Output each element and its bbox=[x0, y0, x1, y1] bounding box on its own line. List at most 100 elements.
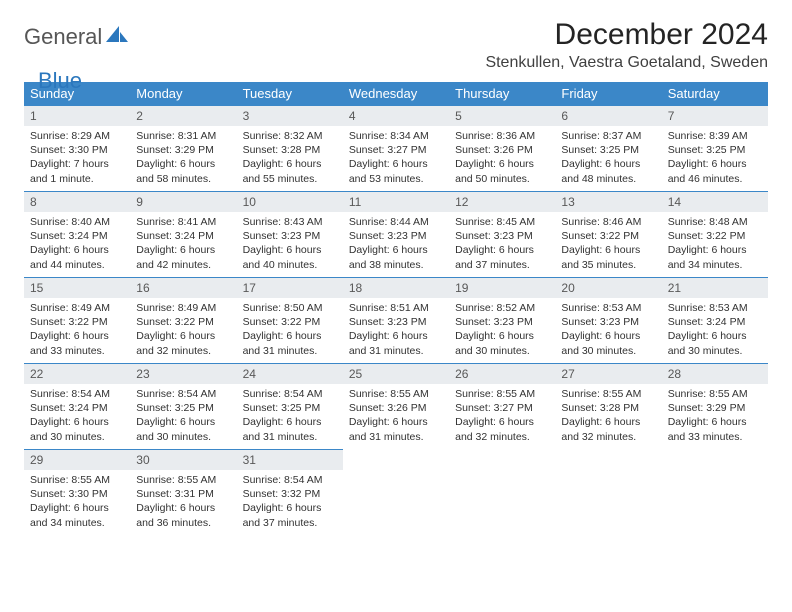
day-number: 27 bbox=[555, 364, 661, 384]
sunrise-line: Sunrise: 8:51 AM bbox=[349, 301, 443, 315]
day-number: 2 bbox=[130, 106, 236, 126]
day-content: Sunrise: 8:45 AMSunset: 3:23 PMDaylight:… bbox=[449, 212, 555, 276]
week-row: 22Sunrise: 8:54 AMSunset: 3:24 PMDayligh… bbox=[24, 364, 768, 450]
daylight-line: Daylight: 6 hours and 32 minutes. bbox=[561, 415, 655, 443]
day-cell: 3Sunrise: 8:32 AMSunset: 3:28 PMDaylight… bbox=[237, 106, 343, 192]
day-number: 4 bbox=[343, 106, 449, 126]
sunset-line: Sunset: 3:23 PM bbox=[561, 315, 655, 329]
day-content: Sunrise: 8:43 AMSunset: 3:23 PMDaylight:… bbox=[237, 212, 343, 276]
header: General December 2024 Stenkullen, Vaestr… bbox=[24, 18, 768, 72]
daylight-line: Daylight: 6 hours and 53 minutes. bbox=[349, 157, 443, 185]
sunset-line: Sunset: 3:24 PM bbox=[136, 229, 230, 243]
day-content: Sunrise: 8:51 AMSunset: 3:23 PMDaylight:… bbox=[343, 298, 449, 362]
day-number: 22 bbox=[24, 364, 130, 384]
day-number: 9 bbox=[130, 192, 236, 212]
sunrise-line: Sunrise: 8:55 AM bbox=[455, 387, 549, 401]
daylight-line: Daylight: 6 hours and 33 minutes. bbox=[30, 329, 124, 357]
sunset-line: Sunset: 3:31 PM bbox=[136, 487, 230, 501]
daylight-line: Daylight: 6 hours and 33 minutes. bbox=[668, 415, 762, 443]
sunset-line: Sunset: 3:25 PM bbox=[136, 401, 230, 415]
daylight-line: Daylight: 6 hours and 35 minutes. bbox=[561, 243, 655, 271]
sunset-line: Sunset: 3:25 PM bbox=[561, 143, 655, 157]
sunset-line: Sunset: 3:29 PM bbox=[668, 401, 762, 415]
day-cell: 8Sunrise: 8:40 AMSunset: 3:24 PMDaylight… bbox=[24, 192, 130, 278]
day-content: Sunrise: 8:53 AMSunset: 3:24 PMDaylight:… bbox=[662, 298, 768, 362]
daylight-line: Daylight: 6 hours and 37 minutes. bbox=[455, 243, 549, 271]
sunrise-line: Sunrise: 8:49 AM bbox=[30, 301, 124, 315]
daylight-line: Daylight: 6 hours and 42 minutes. bbox=[136, 243, 230, 271]
sunrise-line: Sunrise: 8:48 AM bbox=[668, 215, 762, 229]
day-content: Sunrise: 8:54 AMSunset: 3:24 PMDaylight:… bbox=[24, 384, 130, 448]
day-number: 26 bbox=[449, 364, 555, 384]
day-content: Sunrise: 8:32 AMSunset: 3:28 PMDaylight:… bbox=[237, 126, 343, 190]
sunset-line: Sunset: 3:24 PM bbox=[30, 229, 124, 243]
sunrise-line: Sunrise: 8:54 AM bbox=[30, 387, 124, 401]
day-content: Sunrise: 8:34 AMSunset: 3:27 PMDaylight:… bbox=[343, 126, 449, 190]
col-saturday: Saturday bbox=[662, 82, 768, 106]
day-cell: 17Sunrise: 8:50 AMSunset: 3:22 PMDayligh… bbox=[237, 278, 343, 364]
day-cell: 12Sunrise: 8:45 AMSunset: 3:23 PMDayligh… bbox=[449, 192, 555, 278]
day-cell: 26 Sunrise: 8:55 AMSunset: 3:27 PMDayligh… bbox=[449, 364, 555, 450]
daylight-line: Daylight: 6 hours and 40 minutes. bbox=[243, 243, 337, 271]
day-cell: 23Sunrise: 8:54 AMSunset: 3:25 PMDayligh… bbox=[130, 364, 236, 450]
day-number: 6 bbox=[555, 106, 661, 126]
sunset-line: Sunset: 3:27 PM bbox=[455, 401, 549, 415]
day-number: 8 bbox=[24, 192, 130, 212]
day-content: Sunrise: 8:55 AMSunset: 3:30 PMDaylight:… bbox=[24, 470, 130, 534]
daylight-line: Daylight: 6 hours and 48 minutes. bbox=[561, 157, 655, 185]
sunset-line: Sunset: 3:24 PM bbox=[668, 315, 762, 329]
day-number: 16 bbox=[130, 278, 236, 298]
day-content: Sunrise: 8:49 AMSunset: 3:22 PMDaylight:… bbox=[130, 298, 236, 362]
day-cell bbox=[343, 450, 449, 536]
daylight-line: Daylight: 6 hours and 32 minutes. bbox=[455, 415, 549, 443]
day-content: Sunrise: 8:48 AMSunset: 3:22 PMDaylight:… bbox=[662, 212, 768, 276]
sunrise-line: Sunrise: 8:44 AM bbox=[349, 215, 443, 229]
day-cell: 28Sunrise: 8:55 AMSunset: 3:29 PMDayligh… bbox=[662, 364, 768, 450]
sunset-line: Sunset: 3:23 PM bbox=[349, 315, 443, 329]
sunrise-line: Sunrise: 8:55 AM bbox=[561, 387, 655, 401]
day-content: Sunrise: 8:31 AMSunset: 3:29 PMDaylight:… bbox=[130, 126, 236, 190]
daylight-line: Daylight: 6 hours and 38 minutes. bbox=[349, 243, 443, 271]
daylight-line: Daylight: 6 hours and 34 minutes. bbox=[30, 501, 124, 529]
sunset-line: Sunset: 3:23 PM bbox=[243, 229, 337, 243]
day-number: 7 bbox=[662, 106, 768, 126]
day-cell: 11Sunrise: 8:44 AMSunset: 3:23 PMDayligh… bbox=[343, 192, 449, 278]
day-content: Sunrise: 8:39 AMSunset: 3:25 PMDaylight:… bbox=[662, 126, 768, 190]
sunset-line: Sunset: 3:22 PM bbox=[30, 315, 124, 329]
sunset-line: Sunset: 3:22 PM bbox=[243, 315, 337, 329]
sunset-line: Sunset: 3:30 PM bbox=[30, 143, 124, 157]
sunrise-line: Sunrise: 8:32 AM bbox=[243, 129, 337, 143]
daylight-line: Daylight: 6 hours and 32 minutes. bbox=[136, 329, 230, 357]
daylight-line: Daylight: 6 hours and 31 minutes. bbox=[349, 329, 443, 357]
day-number: 31 bbox=[237, 450, 343, 470]
sunrise-line: Sunrise: 8:46 AM bbox=[561, 215, 655, 229]
daylight-line: Daylight: 6 hours and 31 minutes. bbox=[243, 415, 337, 443]
day-cell: 24Sunrise: 8:54 AMSunset: 3:25 PMDayligh… bbox=[237, 364, 343, 450]
day-number: 13 bbox=[555, 192, 661, 212]
sunrise-line: Sunrise: 8:43 AM bbox=[243, 215, 337, 229]
week-row: 15Sunrise: 8:49 AMSunset: 3:22 PMDayligh… bbox=[24, 278, 768, 364]
sunrise-line: Sunrise: 8:40 AM bbox=[30, 215, 124, 229]
brand-logo: General bbox=[24, 18, 130, 50]
sunrise-line: Sunrise: 8:29 AM bbox=[30, 129, 124, 143]
day-cell: 14Sunrise: 8:48 AMSunset: 3:22 PMDayligh… bbox=[662, 192, 768, 278]
col-wednesday: Wednesday bbox=[343, 82, 449, 106]
day-cell: 27Sunrise: 8:55 AMSunset: 3:28 PMDayligh… bbox=[555, 364, 661, 450]
day-content: Sunrise: 8:54 AMSunset: 3:25 PMDaylight:… bbox=[130, 384, 236, 448]
day-number: 11 bbox=[343, 192, 449, 212]
day-number: 12 bbox=[449, 192, 555, 212]
day-cell: 15Sunrise: 8:49 AMSunset: 3:22 PMDayligh… bbox=[24, 278, 130, 364]
sunrise-line: Sunrise: 8:37 AM bbox=[561, 129, 655, 143]
sunset-line: Sunset: 3:22 PM bbox=[136, 315, 230, 329]
day-content: Sunrise: 8:41 AMSunset: 3:24 PMDaylight:… bbox=[130, 212, 236, 276]
day-content: Sunrise: 8:49 AMSunset: 3:22 PMDaylight:… bbox=[24, 298, 130, 362]
daylight-line: Daylight: 6 hours and 37 minutes. bbox=[243, 501, 337, 529]
week-row: 29Sunrise: 8:55 AMSunset: 3:30 PMDayligh… bbox=[24, 450, 768, 536]
day-number: 18 bbox=[343, 278, 449, 298]
daylight-line: Daylight: 6 hours and 30 minutes. bbox=[668, 329, 762, 357]
brand-part2: Blue bbox=[38, 68, 82, 94]
col-monday: Monday bbox=[130, 82, 236, 106]
daylight-line: Daylight: 6 hours and 30 minutes. bbox=[30, 415, 124, 443]
daylight-line: Daylight: 6 hours and 30 minutes. bbox=[455, 329, 549, 357]
sunrise-line: Sunrise: 8:50 AM bbox=[243, 301, 337, 315]
